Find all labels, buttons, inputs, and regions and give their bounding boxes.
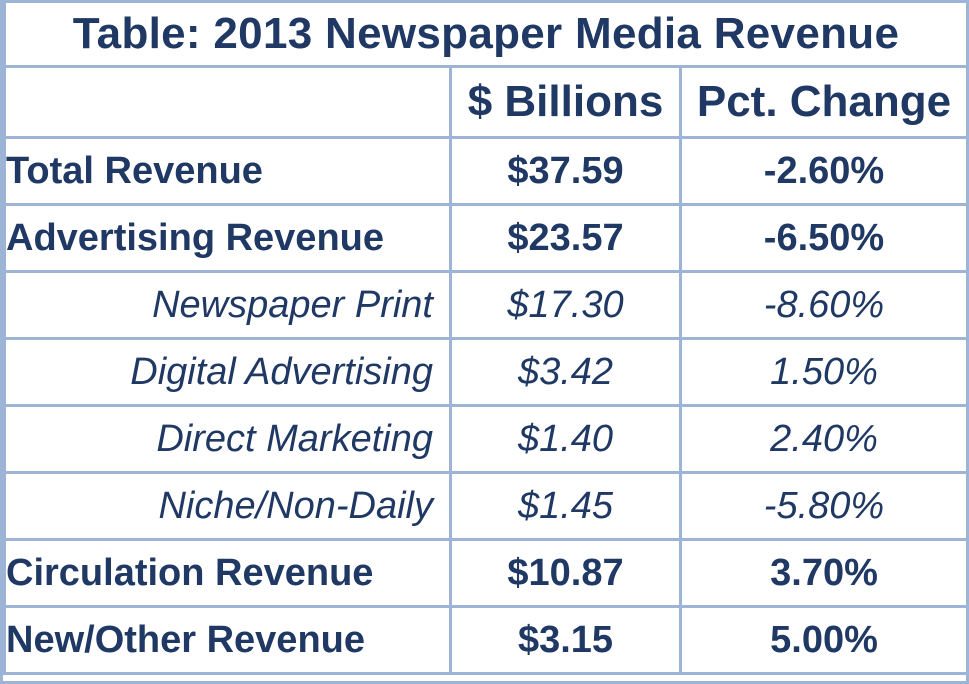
pct-change-cell: 2.40%: [678, 404, 969, 474]
row-label: Digital Advertising: [3, 337, 452, 407]
table-row: Niche/Non-Daily $1.45 -5.80%: [3, 471, 969, 541]
table-row: Circulation Revenue $10.87 3.70%: [3, 538, 969, 608]
row-label: Advertising Revenue: [3, 203, 452, 273]
billions-cell: $1.45: [449, 471, 682, 541]
table-row: Advertising Revenue $23.57 -6.50%: [3, 203, 969, 273]
title-row: Table: 2013 Newspaper Media Revenue: [2, 3, 969, 68]
pct-change-cell: 3.70%: [678, 538, 969, 608]
column-header-billions: $ Billions: [449, 65, 682, 139]
pct-change-cell: 1.50%: [678, 337, 969, 407]
row-label: New/Other Revenue: [3, 605, 452, 675]
billions-cell: $10.87: [449, 538, 682, 608]
row-label: Total Revenue: [3, 136, 452, 206]
billions-cell: $3.42: [449, 337, 682, 407]
row-label: Circulation Revenue: [3, 538, 452, 608]
pct-change-cell: 5.00%: [678, 605, 969, 675]
billions-cell: $17.30: [449, 270, 682, 340]
billions-cell: $23.57: [449, 203, 682, 273]
row-label: Niche/Non-Daily: [3, 471, 452, 541]
pct-change-cell: -6.50%: [678, 203, 969, 273]
row-label: Newspaper Print: [3, 270, 452, 340]
table-row: New/Other Revenue $3.15 5.00%: [3, 605, 969, 675]
column-header-label: [3, 65, 452, 139]
row-label: Direct Marketing: [3, 404, 452, 474]
table-row: Direct Marketing $1.40 2.40%: [3, 404, 969, 474]
table-row: Digital Advertising $3.42 1.50%: [3, 337, 969, 407]
billions-cell: $1.40: [449, 404, 682, 474]
billions-cell: $3.15: [449, 605, 682, 675]
header-row: $ Billions Pct. Change: [3, 65, 969, 139]
table-row: Newspaper Print $17.30 -8.60%: [3, 270, 969, 340]
pct-change-cell: -5.80%: [678, 471, 969, 541]
table-row: Total Revenue $37.59 -2.60%: [3, 136, 969, 206]
pct-change-cell: -8.60%: [678, 270, 969, 340]
table-title: Table: 2013 Newspaper Media Revenue: [2, 3, 969, 68]
revenue-table: Table: 2013 Newspaper Media Revenue $ Bi…: [2, 3, 969, 675]
billions-cell: $37.59: [449, 136, 682, 206]
column-header-pct-change: Pct. Change: [678, 65, 969, 139]
pct-change-cell: -2.60%: [678, 136, 969, 206]
